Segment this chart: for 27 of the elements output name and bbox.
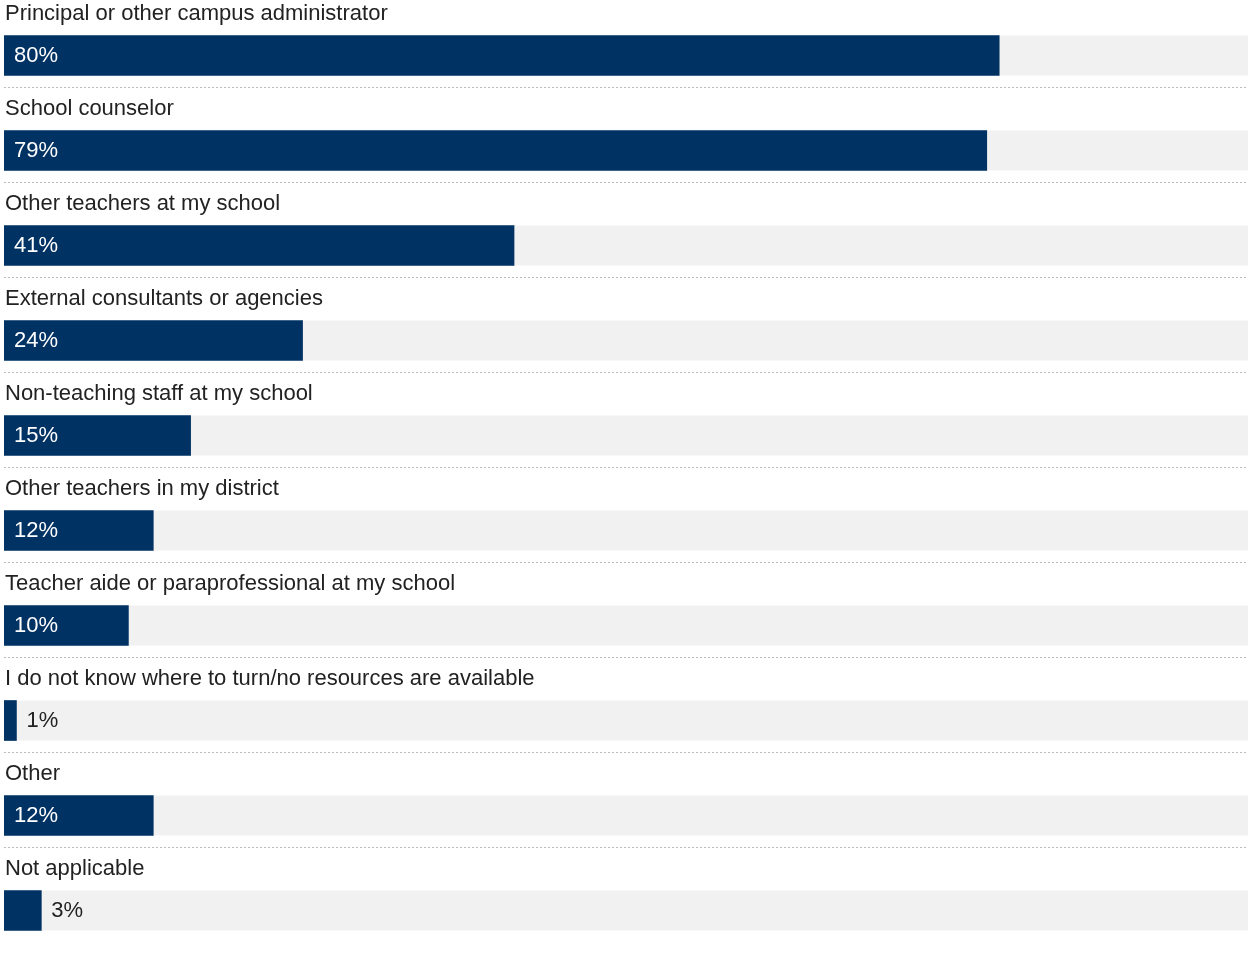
y-tick-label: Non-teaching staff at my school <box>5 379 313 405</box>
data-label: 3% <box>51 896 84 922</box>
y-tick-label: Other teachers at my school <box>5 189 281 215</box>
bar <box>4 415 191 456</box>
y-tick-label: Other teachers in my district <box>5 474 279 500</box>
data-label: 24% <box>14 326 59 352</box>
data-label: 10% <box>14 611 59 637</box>
data-label: 79% <box>14 136 59 162</box>
y-tick-label: Principal or other campus administrator <box>5 0 388 25</box>
y-tick-label: I do not know where to turn/no resources are available <box>5 664 535 690</box>
y-tick-label: Not applicable <box>5 854 145 880</box>
bar <box>4 700 17 741</box>
data-label: 41% <box>14 231 59 257</box>
data-label: 12% <box>14 801 59 827</box>
data-label: 80% <box>14 41 59 67</box>
y-tick-label: External consultants or agencies <box>5 284 323 310</box>
data-label: 1% <box>26 706 59 732</box>
y-tick-label: School counselor <box>5 94 174 120</box>
bar <box>4 795 154 836</box>
data-label: 12% <box>14 516 59 542</box>
y-tick-label: Other <box>5 759 61 785</box>
bar <box>4 510 154 551</box>
bar <box>4 605 129 646</box>
data-label: 15% <box>14 421 59 447</box>
bar <box>4 320 303 361</box>
y-tick-label: Teacher aide or paraprofessional at my school <box>5 569 456 595</box>
bar <box>4 890 42 931</box>
